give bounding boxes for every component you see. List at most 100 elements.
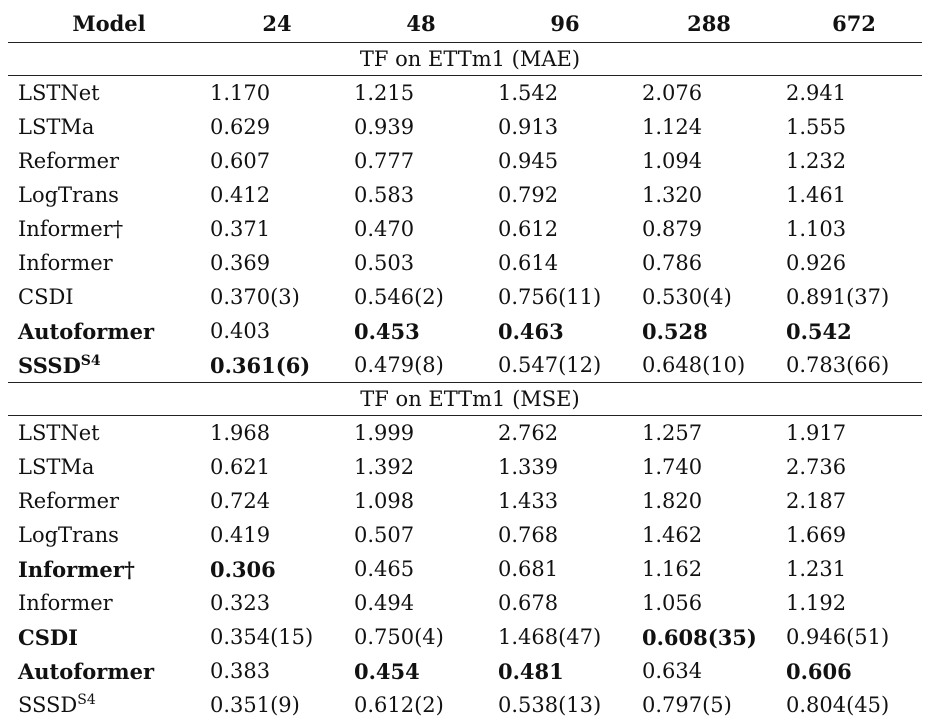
value-cell: 0.614 <box>488 246 632 280</box>
model-cell: CSDI <box>8 620 200 654</box>
value-cell: 1.056 <box>632 586 776 620</box>
value-cell: 1.461 <box>776 178 922 212</box>
value-cell: 0.629 <box>200 110 344 144</box>
value-cell: 0.786 <box>632 246 776 280</box>
value-cell: 0.383 <box>200 654 344 688</box>
model-name: Informer <box>18 591 113 615</box>
section-title: TF on ETTm1 (MAE) <box>8 43 922 76</box>
model-name: Informer† <box>18 557 135 582</box>
model-cell: Informer† <box>8 552 200 586</box>
value-cell: 1.162 <box>632 552 776 586</box>
model-cell: Autoformer <box>8 654 200 688</box>
value-cell: 1.320 <box>632 178 776 212</box>
value-cell: 1.257 <box>632 416 776 451</box>
value-cell: 0.507 <box>344 518 488 552</box>
model-name: Informer <box>18 251 113 275</box>
value-cell: 0.750(4) <box>344 620 488 654</box>
model-name: CSDI <box>18 625 78 650</box>
header-row: Model 24 48 96 288 672 <box>8 4 922 43</box>
model-cell: LSTNet <box>8 416 200 451</box>
header-horizon-96: 96 <box>488 4 632 43</box>
value-cell: 0.891(37) <box>776 280 922 314</box>
model-name: LSTNet <box>18 81 100 105</box>
header-horizon-48: 48 <box>344 4 488 43</box>
section-header-row: TF on ETTm1 (MAE) <box>8 43 922 76</box>
value-cell: 1.231 <box>776 552 922 586</box>
value-cell: 1.555 <box>776 110 922 144</box>
value-cell: 1.094 <box>632 144 776 178</box>
results-table: Model 24 48 96 288 672 TF on ETTm1 (MAE)… <box>8 4 922 722</box>
model-name: LSTMa <box>18 115 94 139</box>
header-horizon-24: 24 <box>200 4 344 43</box>
results-table-container: Model 24 48 96 288 672 TF on ETTm1 (MAE)… <box>8 4 922 722</box>
value-cell: 0.946(51) <box>776 620 922 654</box>
value-cell: 0.369 <box>200 246 344 280</box>
value-cell: 0.607 <box>200 144 344 178</box>
value-cell: 1.339 <box>488 450 632 484</box>
model-superscript: S4 <box>77 692 96 708</box>
section-title: TF on ETTm1 (MSE) <box>8 383 922 416</box>
value-cell: 1.999 <box>344 416 488 451</box>
value-cell: 1.124 <box>632 110 776 144</box>
value-cell: 0.634 <box>632 654 776 688</box>
value-cell: 0.371 <box>200 212 344 246</box>
value-cell: 0.913 <box>488 110 632 144</box>
value-cell: 0.547(12) <box>488 348 632 383</box>
value-cell: 0.494 <box>344 586 488 620</box>
value-cell: 0.606 <box>776 654 922 688</box>
value-cell: 0.370(3) <box>200 280 344 314</box>
value-cell: 2.736 <box>776 450 922 484</box>
value-cell: 1.098 <box>344 484 488 518</box>
model-name: SSSD <box>18 693 77 717</box>
header-horizon-288: 288 <box>632 4 776 43</box>
value-cell: 1.433 <box>488 484 632 518</box>
model-cell: Informer <box>8 246 200 280</box>
value-cell: 0.768 <box>488 518 632 552</box>
value-cell: 0.926 <box>776 246 922 280</box>
header-horizon-672: 672 <box>776 4 922 43</box>
value-cell: 1.820 <box>632 484 776 518</box>
model-name: LSTNet <box>18 421 100 445</box>
value-cell: 0.945 <box>488 144 632 178</box>
value-cell: 0.465 <box>344 552 488 586</box>
value-cell: 0.777 <box>344 144 488 178</box>
value-cell: 1.462 <box>632 518 776 552</box>
section-header-row: TF on ETTm1 (MSE) <box>8 383 922 416</box>
value-cell: 0.724 <box>200 484 344 518</box>
model-cell: SSSDS4 <box>8 348 200 383</box>
model-cell: Reformer <box>8 144 200 178</box>
model-cell: LogTrans <box>8 518 200 552</box>
value-cell: 1.192 <box>776 586 922 620</box>
value-cell: 1.103 <box>776 212 922 246</box>
value-cell: 0.481 <box>488 654 632 688</box>
value-cell: 1.968 <box>200 416 344 451</box>
model-name: LogTrans <box>18 523 119 547</box>
value-cell: 0.879 <box>632 212 776 246</box>
model-name: SSSD <box>18 353 81 378</box>
value-cell: 1.232 <box>776 144 922 178</box>
value-cell: 2.187 <box>776 484 922 518</box>
model-cell: Informer† <box>8 212 200 246</box>
value-cell: 1.392 <box>344 450 488 484</box>
value-cell: 0.648(10) <box>632 348 776 383</box>
value-cell: 0.792 <box>488 178 632 212</box>
value-cell: 0.453 <box>344 314 488 348</box>
model-name: Reformer <box>18 489 119 513</box>
value-cell: 0.454 <box>344 654 488 688</box>
value-cell: 0.756(11) <box>488 280 632 314</box>
value-cell: 1.468(47) <box>488 620 632 654</box>
model-cell: LogTrans <box>8 178 200 212</box>
value-cell: 1.170 <box>200 76 344 111</box>
value-cell: 0.583 <box>344 178 488 212</box>
model-name: CSDI <box>18 285 74 309</box>
